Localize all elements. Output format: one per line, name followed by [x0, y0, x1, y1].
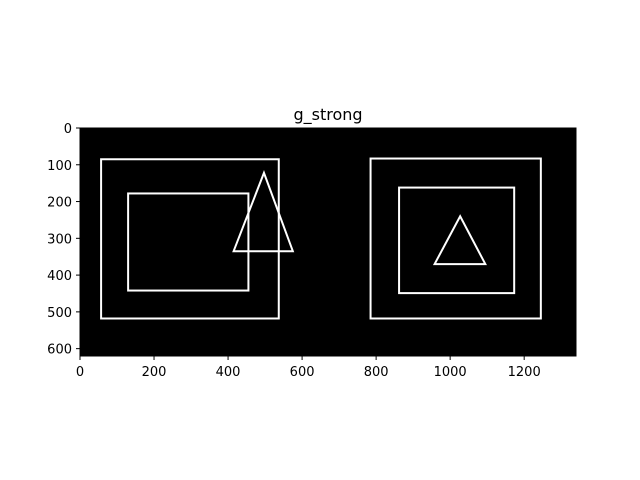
- y-tick-label: 0: [64, 122, 72, 137]
- x-tick-label: 1200: [508, 365, 541, 380]
- image-area: [80, 128, 576, 356]
- x-tick-label: 600: [290, 365, 315, 380]
- x-tick-label: 0: [76, 365, 84, 380]
- edge-triangle: [232, 170, 295, 253]
- y-tick-label: 300: [47, 232, 72, 247]
- y-tick-label: 400: [47, 269, 72, 284]
- edge-rectangle: [100, 158, 280, 320]
- chart-title: g_strong: [293, 105, 362, 125]
- y-tick-label: 500: [47, 306, 72, 321]
- x-tick-label: 1000: [434, 365, 467, 380]
- edge-shapes: [100, 157, 542, 320]
- y-tick-label: 200: [47, 196, 72, 211]
- x-tick-label: 400: [216, 365, 241, 380]
- x-tick-label: 200: [142, 365, 167, 380]
- y-tick-label: 600: [47, 343, 72, 358]
- x-tick-label: 800: [364, 365, 389, 380]
- edge-rectangle: [398, 186, 516, 295]
- x-axis: 0 200 400 600 800 1000 1200: [76, 356, 541, 380]
- edge-triangle: [432, 214, 487, 266]
- y-tick-label: 100: [47, 159, 72, 174]
- edge-rectangle: [127, 192, 250, 292]
- y-axis: 0 100 200 300 400 500 600: [47, 122, 80, 358]
- axes-frame: [79, 127, 577, 357]
- edge-rectangle: [369, 157, 542, 320]
